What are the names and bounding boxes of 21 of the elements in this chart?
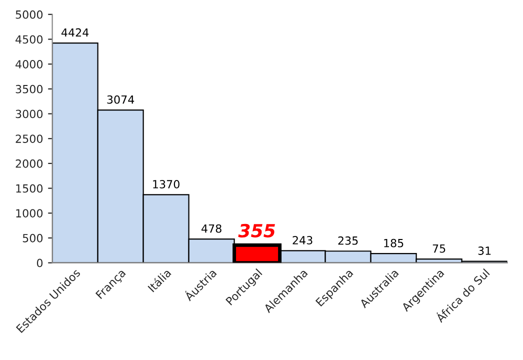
data-label: 3074 — [107, 95, 134, 104]
y-tick-label: 2000 — [16, 159, 43, 168]
y-tick-label: 500 — [22, 234, 43, 242]
y-tick-label: 1500 — [16, 184, 43, 193]
y-tick-label: 2500 — [16, 134, 43, 143]
y-tick-label: 5000 — [16, 10, 43, 19]
y-tick-label: 3500 — [16, 84, 43, 94]
data-label: 355 — [238, 224, 275, 238]
data-label: 31 — [478, 246, 491, 255]
data-label: 243 — [292, 236, 312, 244]
y-tick-label: 1000 — [16, 209, 43, 218]
y-tick-label: 4500 — [16, 35, 43, 44]
y-tick-label: 4000 — [16, 60, 43, 68]
y-tick-label: 0 — [36, 258, 43, 268]
data-label: 4424 — [61, 28, 89, 37]
data-label: 1370 — [153, 180, 180, 188]
data-label: 235 — [338, 236, 358, 245]
data-label: 75 — [432, 244, 446, 253]
data-label: 185 — [384, 238, 404, 248]
y-tick-label: 3000 — [16, 110, 43, 118]
data-label: 478 — [201, 224, 222, 233]
